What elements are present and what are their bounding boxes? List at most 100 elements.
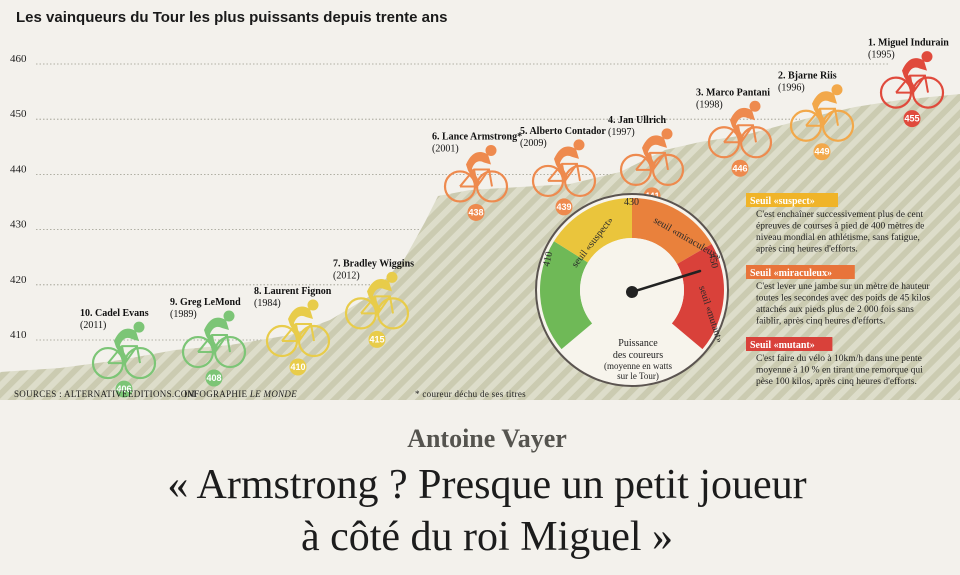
threshold-desc-line: pèse 100 kilos, après cinq heures d'effo… — [756, 376, 917, 387]
threshold-title: Seuil «miraculeux» — [750, 268, 832, 279]
value-label: 408 — [206, 373, 221, 383]
y-tick-label: 460 — [10, 53, 27, 65]
y-tick-label: 420 — [10, 274, 27, 286]
rider-year: (1995) — [868, 50, 895, 61]
footnote-text: * coureur déchu de ses titres — [415, 389, 526, 399]
value-dot — [368, 330, 386, 348]
rider-name: 8. Laurent Fignon — [254, 286, 332, 297]
threshold-title-bg — [746, 337, 833, 351]
y-tick-label: 430 — [10, 219, 27, 231]
threshold-desc-line: faiblir, après cinq heures d'efforts. — [756, 316, 885, 327]
value-dot — [555, 198, 573, 216]
rider-head — [485, 144, 497, 156]
threshold-notes: Seuil «suspect» C'est enchaîner successiv… — [746, 193, 931, 387]
rider-point: 449 2. Bjarne Riis(1996) — [778, 71, 855, 161]
gauge-sublabel-2: sur le Tour) — [617, 371, 659, 381]
headline-line-1: « Armstrong ? Presque un petit joueur — [167, 462, 806, 508]
value-label: 439 — [556, 202, 571, 212]
y-tick-label: 450 — [10, 108, 27, 120]
value-dot — [467, 203, 485, 221]
rider-name: 2. Bjarne Riis — [778, 71, 837, 82]
threshold-desc-line: C'est enchaîner successivement plus de c… — [756, 210, 923, 220]
credit-text: INFOGRAPHIE LE MONDE — [184, 389, 297, 399]
rider-point: 455 1. Miguel Indurain(1995) — [868, 38, 949, 128]
rider-year: (2001) — [432, 143, 459, 154]
threshold-desc-line: épreuves de courses à pied de 400 mètres… — [756, 222, 924, 232]
gauge-zone-yellow — [553, 198, 632, 263]
gauge-label-2: des coureurs — [613, 350, 663, 361]
gauge-zone-orange — [632, 198, 712, 264]
rider-year: (1997) — [608, 127, 635, 138]
power-gauge: 410 430 450 seuil «suspect» seuil «mirac… — [535, 193, 729, 387]
rider-point: 410 8. Laurent Fignon(1984) — [254, 286, 332, 376]
chart-title: Les vainqueurs du Tour les plus puissant… — [16, 9, 447, 26]
rider-year: (2012) — [333, 270, 360, 281]
rider-head — [749, 100, 761, 112]
riders: 406 10. Cadel Evans(2011) 408 9. Greg LeMon… — [80, 38, 949, 398]
gauge-tick-430: 430 — [624, 197, 639, 208]
rider-body — [554, 146, 579, 177]
threshold-title-bg — [746, 193, 838, 207]
rider-head — [831, 84, 843, 96]
credit-name: LE MONDE — [249, 389, 297, 399]
value-label: 415 — [369, 334, 384, 344]
rider-name: 5. Alberto Contador — [520, 126, 606, 137]
rider-head — [573, 139, 585, 151]
gauge-tick-450: 450 — [706, 252, 720, 269]
rider-name: 9. Greg LeMond — [170, 297, 241, 308]
threshold-desc-line: attachés aux pieds plus de 2 000 fois sa… — [756, 304, 914, 315]
rider-name: 1. Miguel Indurain — [868, 38, 949, 49]
y-tick-label: 410 — [10, 329, 27, 341]
rider-point: 415 7. Bradley Wiggins(2012) — [333, 258, 414, 348]
value-dot — [115, 380, 133, 398]
threshold-note: Seuil «miraculeux» C'est lever une jambe … — [746, 265, 931, 327]
rider-name: 3. Marco Pantani — [696, 87, 770, 98]
rider-year: (1998) — [696, 99, 723, 110]
y-tick-label: 440 — [10, 163, 27, 175]
rider-head — [386, 271, 398, 283]
rider-year: (1989) — [170, 309, 197, 320]
rider-point: 438 6. Lance Armstrong*(2001) — [432, 131, 522, 221]
rider-name: 10. Cadel Evans — [80, 308, 149, 319]
threshold-desc-line: moyenne à 10 % en tirant une remorque qu… — [756, 366, 923, 376]
value-label: 438 — [468, 207, 483, 217]
threshold-desc-line: niveau mondial en athlétisme, sans fatig… — [756, 232, 920, 243]
rider-year: (1984) — [254, 298, 281, 309]
rider-body — [642, 135, 667, 166]
rider-body — [902, 58, 927, 89]
rider-body — [367, 278, 392, 310]
value-label: 446 — [732, 163, 747, 173]
rider-year: (1996) — [778, 83, 805, 94]
rider-body — [730, 107, 755, 139]
threshold-desc-line: C'est lever une jambe sur un mètre de ha… — [756, 282, 931, 292]
rider-head — [661, 128, 673, 140]
value-dot — [731, 159, 749, 177]
value-label: 406 — [116, 384, 131, 394]
rider-body — [288, 306, 313, 337]
rider-head — [307, 299, 319, 311]
rider-point: 439 5. Alberto Contador(2009) — [520, 126, 606, 216]
value-dot — [903, 110, 921, 128]
value-label: 455 — [904, 114, 919, 124]
threshold-title: Seuil «suspect» — [750, 196, 815, 207]
gauge-label-1: Puissance — [618, 338, 658, 349]
rider-point: 408 9. Greg LeMond(1989) — [170, 297, 247, 387]
gauge-zone-green — [539, 241, 593, 350]
rider-point: 406 10. Cadel Evans(2011) — [80, 308, 157, 398]
rider-body — [466, 151, 491, 183]
gauge-zone-red — [671, 244, 724, 350]
rider-point: 446 3. Marco Pantani(1998) — [696, 87, 773, 177]
sources-text: SOURCES : ALTERNATIVEEDITIONS.COM — [14, 389, 196, 399]
threshold-note: Seuil «suspect» C'est enchaîner successiv… — [746, 193, 924, 255]
threshold-title-bg — [746, 265, 855, 279]
threshold-desc-line: C'est faire du vélo à 10km/h dans une pe… — [756, 353, 922, 364]
value-label: 449 — [814, 147, 829, 157]
value-dot — [205, 369, 223, 387]
rider-year: (2011) — [80, 320, 106, 331]
rider-name: 4. Jan Ullrich — [608, 115, 666, 126]
rider-head — [921, 51, 933, 63]
value-dot — [289, 358, 307, 376]
value-dot — [813, 143, 831, 161]
